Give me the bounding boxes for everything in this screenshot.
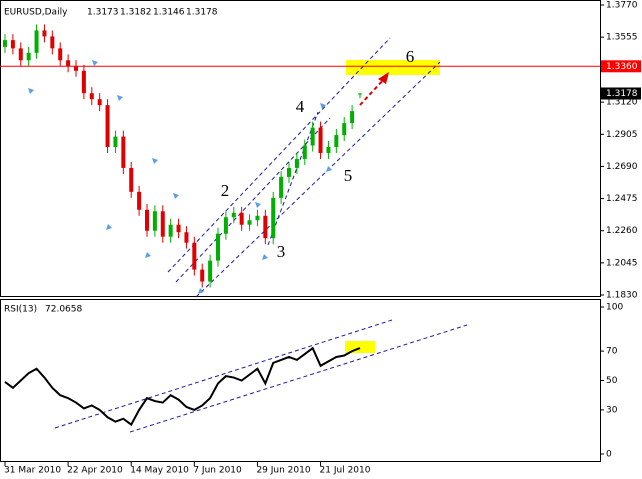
rsi-title: RSI(13) <box>4 305 37 315</box>
candle-body <box>271 197 276 239</box>
y-tick-label: 0 <box>606 450 612 460</box>
y-tick-label: 1.2905 <box>606 130 638 140</box>
level-label: 1.3360 <box>606 62 638 72</box>
fractals <box>28 60 332 294</box>
rsi-zone <box>345 341 375 353</box>
y-tick-label: 70 <box>606 347 618 357</box>
y-tick-label: 30 <box>606 405 618 415</box>
price-label: 1.3178 <box>606 89 638 99</box>
rsi-frame <box>0 299 601 462</box>
candle-body <box>294 158 299 168</box>
candle-body <box>287 167 291 177</box>
x-tick-label: 22 Apr 2010 <box>67 466 123 476</box>
candle-body <box>129 167 134 192</box>
y-tick-label: 1.3770 <box>606 1 638 11</box>
candle-body <box>18 48 23 61</box>
candle-body <box>239 212 244 225</box>
candle-body <box>113 136 118 148</box>
last-high: 1.3182 <box>120 8 152 18</box>
forecast-arrow <box>359 77 386 106</box>
candle-body <box>310 127 315 146</box>
candle-body <box>3 40 7 47</box>
candle-body <box>208 260 213 282</box>
x-tick-label: 31 Mar 2010 <box>4 466 61 476</box>
y-tick-label: 1.1830 <box>606 291 638 301</box>
x-tick-label: 14 May 2010 <box>130 466 189 476</box>
candle-body <box>105 105 110 148</box>
last-close: 1.3178 <box>186 8 218 18</box>
candle-body <box>263 215 268 239</box>
rsi-line <box>4 346 361 427</box>
candle-body <box>334 135 339 148</box>
level-box <box>601 60 641 73</box>
wave-label: 3 <box>277 242 286 261</box>
candle-body <box>176 224 181 233</box>
candle-body <box>145 209 149 231</box>
candle-body <box>26 52 31 61</box>
y-tick-label: 1.2690 <box>606 162 638 172</box>
target-zone <box>346 60 440 75</box>
y-tick-label: 50 <box>606 376 618 386</box>
candle-body <box>350 111 355 124</box>
candle-body <box>192 242 197 270</box>
candle-body <box>66 60 71 67</box>
wave-label: 5 <box>344 166 353 185</box>
price-box <box>601 87 641 100</box>
candle-body <box>168 224 173 237</box>
candle-body <box>58 48 63 61</box>
last-open: 1.3173 <box>87 8 119 18</box>
candle-body <box>50 36 55 49</box>
candle-body <box>81 70 86 94</box>
wave-label: 6 <box>406 47 415 66</box>
candle-body <box>231 212 236 218</box>
main-frame <box>0 0 601 297</box>
candle-body <box>89 93 94 100</box>
y-tick-label: 1.3120 <box>606 98 638 108</box>
candle-body <box>42 30 47 37</box>
candle-body <box>326 147 331 153</box>
y-tick-label: 100 <box>606 303 623 313</box>
wave-label: 4 <box>296 97 305 116</box>
candle-body <box>74 66 78 71</box>
wave-label: 2 <box>221 181 230 200</box>
forecast-arrowhead <box>378 72 389 84</box>
x-tick-label: 21 Jul 2010 <box>320 466 371 476</box>
candle-body <box>152 211 157 231</box>
y-tick-label: 1.2475 <box>606 194 638 204</box>
candle-body <box>121 136 126 168</box>
candle-body <box>184 232 189 243</box>
candle-body <box>97 99 102 106</box>
candle-body <box>223 217 228 234</box>
y-tick-label: 1.2260 <box>606 226 638 236</box>
candle-body <box>10 40 15 49</box>
candle-body <box>247 220 252 225</box>
channels <box>54 37 468 433</box>
y-tick-label: 1.2045 <box>606 258 638 268</box>
candle-body <box>302 145 307 159</box>
candle-body <box>216 233 220 261</box>
symbol-title: EURUSD,Daily <box>4 8 68 18</box>
candle-body <box>137 191 142 210</box>
x-tick-label: 29 Jun 2010 <box>256 466 310 476</box>
last-low: 1.3146 <box>153 8 185 18</box>
y-tick-label: 1.3555 <box>606 33 638 43</box>
candle-body <box>342 123 347 136</box>
candle-body <box>318 127 323 153</box>
candle-body <box>34 30 39 53</box>
candle-body <box>200 269 205 282</box>
candle-body <box>255 215 260 221</box>
candle-body <box>358 93 362 95</box>
x-tick-label: 7 Jun 2010 <box>193 466 242 476</box>
candle-body <box>279 176 284 198</box>
rsi-last: 72.0658 <box>45 305 82 315</box>
candle-body <box>160 211 165 237</box>
